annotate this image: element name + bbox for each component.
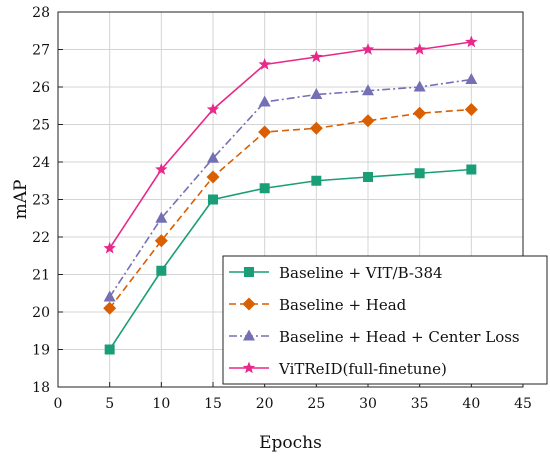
x-axis-ticks: 0 5 10 15 20 25 30 35 40 45 xyxy=(54,382,532,412)
x-tick-label: 30 xyxy=(359,396,377,412)
y-tick-label: 22 xyxy=(32,230,50,246)
data-point-triangle xyxy=(103,290,116,302)
x-tick-label: 10 xyxy=(152,396,170,412)
y-tick-label: 21 xyxy=(32,268,50,284)
data-point-triangle xyxy=(362,84,374,96)
legend-marker-star xyxy=(242,361,256,374)
y-tick-label: 27 xyxy=(32,43,50,59)
data-point-star xyxy=(465,35,478,48)
data-point-star xyxy=(310,50,323,63)
data-point-star xyxy=(413,43,426,55)
data-point-square xyxy=(208,194,218,205)
y-tick-label: 26 xyxy=(32,80,50,96)
data-point-square xyxy=(363,172,373,182)
data-point-triangle xyxy=(155,211,168,223)
y-tick-label: 23 xyxy=(32,193,50,209)
data-point-diamond xyxy=(464,103,478,116)
x-axis-title: Epochs xyxy=(259,433,322,453)
data-point-square xyxy=(104,344,115,355)
data-point-star xyxy=(361,43,375,55)
series-line-4 xyxy=(109,41,472,249)
series-markers xyxy=(103,35,478,355)
data-point-triangle xyxy=(207,151,219,163)
data-point-star xyxy=(206,103,220,115)
x-tick-label: 25 xyxy=(307,396,325,412)
data-point-triangle xyxy=(310,88,323,99)
y-tick-label: 25 xyxy=(32,118,50,134)
data-point-star xyxy=(258,58,271,70)
data-point-diamond xyxy=(413,106,427,120)
legend-label: Baseline + VIT/B-384 xyxy=(279,264,443,282)
legend-marker-diamond xyxy=(242,297,256,311)
data-point-diamond xyxy=(206,170,220,184)
y-axis-title: mAP xyxy=(11,180,31,220)
data-point-diamond xyxy=(309,121,323,135)
data-point-square xyxy=(259,183,270,194)
series-lines xyxy=(109,41,472,350)
data-point-square xyxy=(414,168,425,179)
x-tick-label: 40 xyxy=(462,396,480,412)
series-line-3 xyxy=(109,78,472,298)
legend-marker-triangle xyxy=(243,329,255,341)
data-point-triangle xyxy=(413,80,426,92)
data-point-triangle xyxy=(258,95,271,107)
legend-label: ViTReID(full-finetune) xyxy=(278,360,447,378)
x-tick-label: 20 xyxy=(256,396,274,412)
data-point-star xyxy=(155,163,168,175)
data-point-star xyxy=(103,241,116,254)
legend: Baseline + VIT/B-384 Baseline + Head Basel… xyxy=(222,255,548,385)
x-tick-label: 5 xyxy=(105,396,114,412)
x-tick-label: 15 xyxy=(204,396,222,412)
legend-label: Baseline + Head + Center Loss xyxy=(279,328,520,346)
data-point-square xyxy=(156,265,167,276)
data-point-square xyxy=(466,164,477,175)
data-point-diamond xyxy=(154,234,168,248)
y-axis-ticks: 18 19 20 21 22 23 24 25 26 27 28 xyxy=(32,5,63,396)
y-tick-label: 18 xyxy=(32,380,50,396)
data-point-diamond xyxy=(258,125,272,139)
y-tick-label: 19 xyxy=(32,343,50,359)
y-tick-label: 24 xyxy=(32,155,50,171)
legend-label: Baseline + Head xyxy=(279,296,407,314)
data-point-diamond xyxy=(361,114,375,128)
data-point-diamond xyxy=(103,301,117,315)
y-tick-label: 28 xyxy=(32,5,50,21)
y-tick-label: 20 xyxy=(32,305,50,321)
x-tick-label: 45 xyxy=(514,396,532,412)
legend-box xyxy=(222,255,548,385)
series-line-1 xyxy=(109,168,472,350)
data-point-square xyxy=(311,175,322,186)
data-point-triangle xyxy=(465,73,478,84)
legend-marker-square xyxy=(244,267,254,277)
x-tick-label: 0 xyxy=(54,396,63,412)
x-tick-label: 35 xyxy=(411,396,429,412)
